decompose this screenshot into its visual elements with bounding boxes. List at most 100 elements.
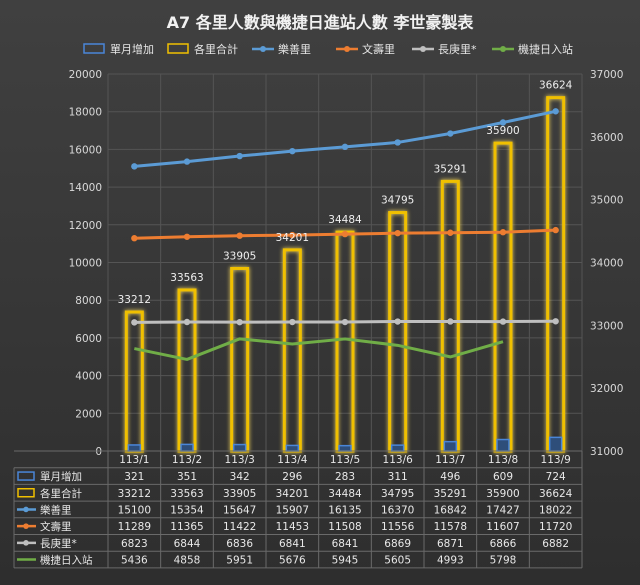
series-point [394,318,401,325]
legend: 單月增加 各里合計 樂善里 文壽里 長庚里* 機捷日入站 [83,42,573,56]
series-point [552,318,559,325]
table-cell: 34484 [328,488,362,500]
table-cell: 18022 [539,504,572,516]
table-header-cell: 113/8 [488,454,518,466]
data-label-各里合計: 34201 [276,232,309,244]
table-cell: 496 [440,471,460,483]
table-cell: 609 [493,471,513,483]
legend-label: 各里合計 [194,42,238,56]
table-row-label: 樂善里 [40,503,72,516]
table-cell: 11508 [328,521,361,533]
table-header-cell: 113/7 [435,454,465,466]
table-cell: 321 [124,471,144,483]
bar-各里合計 [282,248,302,453]
table-row-label: 單月增加 [40,470,82,483]
table-cell: 35900 [486,488,519,500]
bar-單月增加 [496,438,510,452]
series-point [447,130,454,137]
bar-各里合計 [388,211,408,453]
data-label-各里合計: 36624 [539,80,573,92]
series-point [341,230,349,238]
table-cell: 16135 [328,504,361,516]
table-row-label: 長庚里* [40,537,77,550]
table-cell: 5798 [490,555,517,567]
table-header-cell: 113/1 [119,454,149,466]
line-layer [131,108,559,361]
chart-title: A7 各里人數與機捷日進站人數 李世豪製表 [167,13,475,32]
table-legend-marker [23,540,29,546]
table-cell: 33563 [170,488,203,500]
y-right-tick-label: 37000 [590,69,623,81]
y-left-tick-label: 20000 [69,69,102,81]
table-cell: 5945 [332,555,359,567]
table-cell: 33212 [118,488,151,500]
table-cell: 16370 [381,504,414,516]
data-label-各里合計: 35291 [434,163,467,175]
y-right-tick-label: 35000 [590,195,623,207]
data-label-各里合計: 34795 [381,195,414,207]
table-cell: 17427 [486,504,519,516]
y-left-tick-label: 12000 [69,220,102,232]
data-label-各里合計: 35900 [486,125,519,137]
table-cell: 11720 [539,521,572,533]
table-legend-swatch [17,488,35,498]
table-cell: 6841 [332,538,359,550]
table-cell: 11578 [434,521,467,533]
table-legend-marker [23,506,29,513]
bar-單月增加 [338,444,352,452]
y-left-tick-label: 4000 [75,371,102,383]
table-cell: 311 [388,471,408,483]
table-cell: 11556 [381,521,415,533]
bar-單月增加 [127,444,142,452]
table-cell: 6866 [490,538,517,550]
series-point [236,152,243,160]
legend-label: 長庚里* [438,42,477,56]
table-cell: 296 [282,471,302,483]
bar-各里合計 [230,266,250,453]
series-point [236,318,243,326]
series-line [134,337,504,361]
table-header-cell: 113/5 [330,454,360,466]
table-cell: 15647 [223,504,256,516]
series-point [341,318,349,326]
table-cell: 16842 [434,504,467,516]
series-point [131,163,138,170]
series-point [289,147,296,155]
data-label-各里合計: 33212 [118,294,151,306]
y-left-tick-label: 18000 [69,107,102,119]
table-header-cell: 113/3 [225,454,255,466]
data-label-各里合計: 34484 [328,214,362,226]
y-left-tick-label: 14000 [69,182,102,194]
legend-marker [260,46,266,52]
table-header-cell: 113/6 [383,454,414,466]
table-cell: 6869 [384,538,411,550]
y-right-tick-label: 31000 [590,446,623,458]
table-cell: 36624 [539,488,573,500]
table-cell: 4858 [174,555,201,567]
table-row-label: 各里合計 [40,487,82,500]
y-left-tick-label: 8000 [75,295,102,307]
series-point [394,229,401,237]
bar-各里合計 [546,96,566,453]
series-line [134,109,556,168]
series-point [341,143,349,151]
bar-單月增加 [180,443,194,452]
series-point [131,319,138,326]
series-point [236,232,243,239]
series-point [183,318,191,326]
table-cell: 4993 [437,555,464,567]
series-point [552,226,559,234]
table-cell: 33905 [223,488,256,500]
table-cell: 35291 [434,488,467,500]
table-row-label: 文壽里 [40,520,72,533]
series-point [289,318,296,326]
series-point [499,119,507,126]
legend-label: 文壽里 [362,42,395,56]
y-left-tick-label: 0 [95,446,102,458]
legend-swatch [167,43,189,54]
series-point [499,318,507,325]
series-point [499,229,507,236]
table-legend-swatch [17,471,35,481]
